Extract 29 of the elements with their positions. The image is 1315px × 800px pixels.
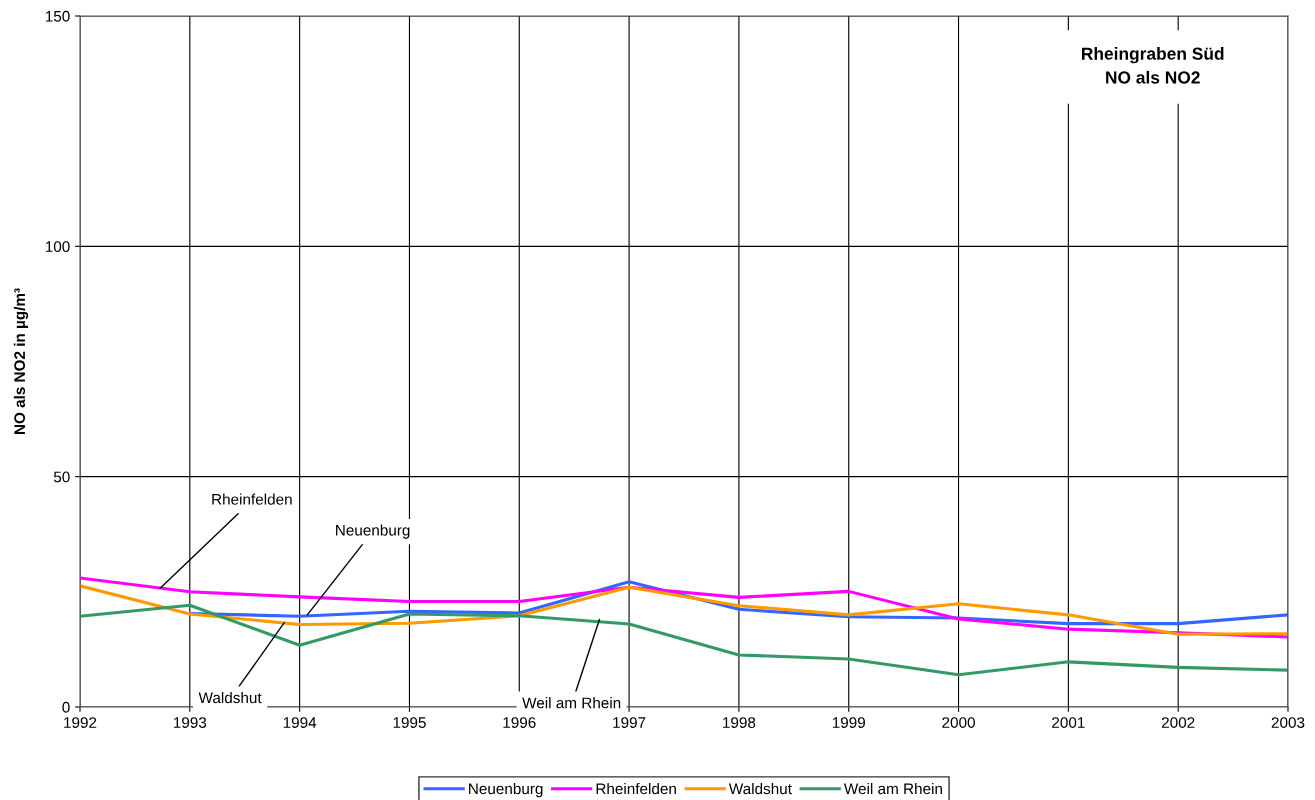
x-tick-label: 1998 bbox=[723, 717, 756, 728]
legend-label: Neuenburg bbox=[469, 782, 543, 798]
legend-label: Waldshut bbox=[728, 782, 792, 795]
y-tick-label: 100 bbox=[45, 241, 70, 253]
x-tick-label: 2001 bbox=[1052, 717, 1085, 728]
x-tick-label: 1993 bbox=[173, 717, 207, 728]
line-series bbox=[80, 584, 1288, 636]
x-tick-label: 2002 bbox=[1161, 717, 1195, 728]
y-tick-label: 0 bbox=[62, 701, 70, 713]
y-axis-title: NO als NO2 in µg/m³ bbox=[13, 288, 29, 435]
line-series bbox=[80, 603, 1288, 677]
legend-label: Weil am Rhein bbox=[843, 782, 942, 795]
annotation: Waldshut bbox=[198, 691, 262, 704]
x-tick-label: 1992 bbox=[64, 717, 97, 728]
x-tick-label: 1995 bbox=[393, 717, 426, 728]
x-tick-label: 1997 bbox=[613, 717, 646, 728]
legend-label: Rheinfelden bbox=[596, 782, 676, 795]
annotation: Rheinfelden bbox=[212, 493, 292, 505]
x-tick-label: 1999 bbox=[832, 717, 865, 728]
annotation: Neuenburg bbox=[336, 524, 410, 539]
text: Rheingraben Süd NO als NO2 bbox=[1082, 47, 1224, 84]
annotation: Weil am Rhein bbox=[522, 697, 621, 709]
y-tick-label: 150 bbox=[45, 10, 70, 22]
x-tick-label: 2000 bbox=[942, 717, 975, 728]
y-tick-label: 50 bbox=[53, 471, 70, 483]
x-tick-label: 2003 bbox=[1271, 717, 1305, 728]
line-series bbox=[80, 576, 1288, 639]
x-tick-label: 1994 bbox=[283, 717, 317, 728]
x-tick-label: 1996 bbox=[503, 717, 536, 728]
